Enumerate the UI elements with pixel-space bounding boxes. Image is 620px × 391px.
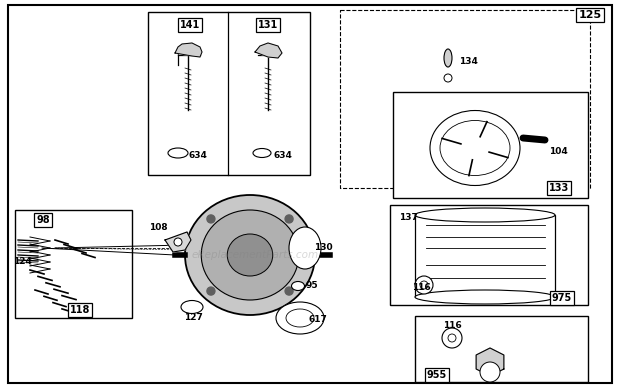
Ellipse shape	[440, 120, 510, 176]
Ellipse shape	[181, 301, 203, 314]
Text: eReplacementParts.com: eReplacementParts.com	[192, 250, 319, 260]
Ellipse shape	[415, 208, 555, 222]
Text: 98: 98	[36, 215, 50, 225]
Text: 116: 116	[443, 321, 461, 330]
Polygon shape	[165, 232, 191, 252]
Text: 125: 125	[578, 10, 601, 20]
Text: 634: 634	[188, 151, 208, 160]
Ellipse shape	[253, 149, 271, 158]
Circle shape	[285, 215, 293, 223]
Ellipse shape	[185, 195, 315, 315]
Ellipse shape	[444, 74, 452, 82]
Ellipse shape	[291, 282, 304, 291]
Circle shape	[415, 276, 433, 294]
Circle shape	[174, 238, 182, 246]
Ellipse shape	[415, 290, 555, 304]
Circle shape	[420, 281, 428, 289]
Ellipse shape	[228, 234, 273, 276]
Text: 137: 137	[399, 213, 417, 222]
Ellipse shape	[202, 210, 299, 300]
Circle shape	[442, 328, 462, 348]
Circle shape	[448, 334, 456, 342]
Circle shape	[207, 215, 215, 223]
Text: 975: 975	[552, 293, 572, 303]
Polygon shape	[476, 348, 504, 376]
Circle shape	[480, 362, 500, 382]
Text: 133: 133	[549, 183, 569, 193]
Text: 141: 141	[180, 20, 200, 30]
Text: 134: 134	[459, 57, 477, 66]
Text: 116: 116	[412, 283, 430, 292]
Bar	[415, 215, 555, 297]
Text: 118: 118	[70, 305, 90, 315]
Circle shape	[207, 287, 215, 295]
Polygon shape	[255, 43, 282, 58]
Ellipse shape	[168, 148, 188, 158]
Bar	[148, 12, 310, 175]
Text: 617: 617	[309, 316, 327, 325]
Text: 955: 955	[427, 370, 447, 380]
Text: 108: 108	[149, 224, 167, 233]
Bar	[415, 316, 588, 382]
Bar	[15, 210, 132, 318]
Ellipse shape	[430, 111, 520, 185]
Text: 127: 127	[184, 314, 203, 323]
Bar	[393, 92, 588, 198]
Bar	[340, 10, 590, 188]
Ellipse shape	[276, 302, 324, 334]
Bar	[390, 205, 588, 305]
Ellipse shape	[286, 309, 314, 327]
Polygon shape	[175, 43, 202, 57]
Text: 95: 95	[306, 282, 318, 291]
Ellipse shape	[444, 49, 452, 67]
Text: 124: 124	[12, 258, 32, 267]
Text: 130: 130	[314, 244, 332, 253]
Circle shape	[285, 287, 293, 295]
Text: 131: 131	[258, 20, 278, 30]
Text: 104: 104	[549, 147, 567, 156]
Ellipse shape	[289, 227, 321, 269]
Text: 634: 634	[273, 151, 293, 160]
